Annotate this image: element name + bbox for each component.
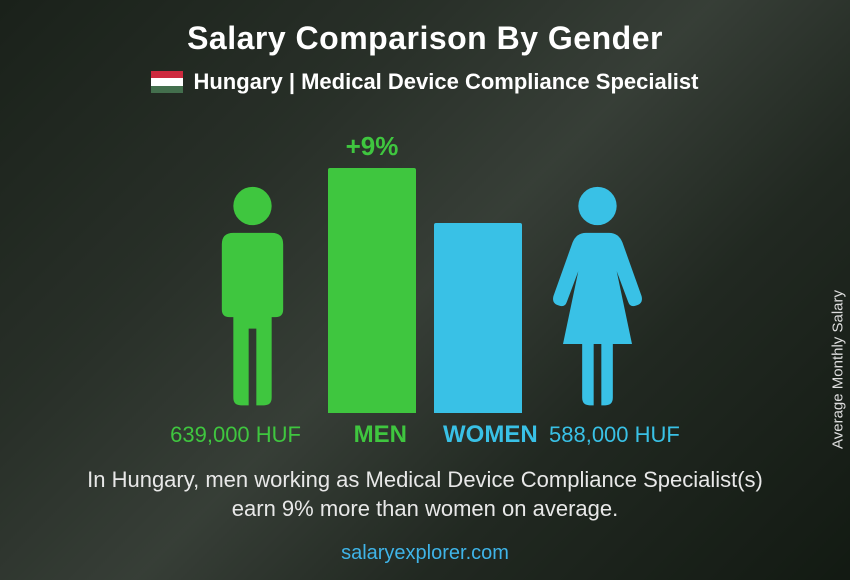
hungary-flag-icon — [151, 71, 183, 93]
men-figure — [195, 183, 310, 413]
women-salary: 588,000 HUF — [549, 422, 680, 448]
men-salary: 639,000 HUF — [170, 422, 301, 448]
main-title: Salary Comparison By Gender — [187, 20, 663, 57]
men-pct-label: +9% — [346, 131, 399, 162]
man-icon — [195, 183, 310, 413]
subtitle-text: Hungary | Medical Device Compliance Spec… — [193, 69, 698, 95]
footer-link[interactable]: salaryexplorer.com — [341, 542, 509, 565]
woman-icon — [540, 183, 655, 413]
subtitle-row: Hungary | Medical Device Compliance Spec… — [151, 69, 698, 95]
chart-area: +9% — [40, 113, 810, 413]
women-label: WOMEN — [443, 421, 531, 449]
women-bar-wrap — [434, 223, 522, 413]
men-label: MEN — [319, 421, 407, 449]
y-axis-label: Average Monthly Salary — [830, 290, 847, 449]
infographic-container: Salary Comparison By Gender Hungary | Me… — [0, 0, 850, 580]
bottom-labels: 639,000 HUF MEN WOMEN 588,000 HUF — [40, 421, 810, 449]
men-bar-wrap: +9% — [328, 131, 416, 413]
women-figure — [540, 183, 655, 413]
women-bar — [434, 223, 522, 413]
men-bar — [328, 168, 416, 413]
description-text: In Hungary, men working as Medical Devic… — [65, 465, 785, 524]
